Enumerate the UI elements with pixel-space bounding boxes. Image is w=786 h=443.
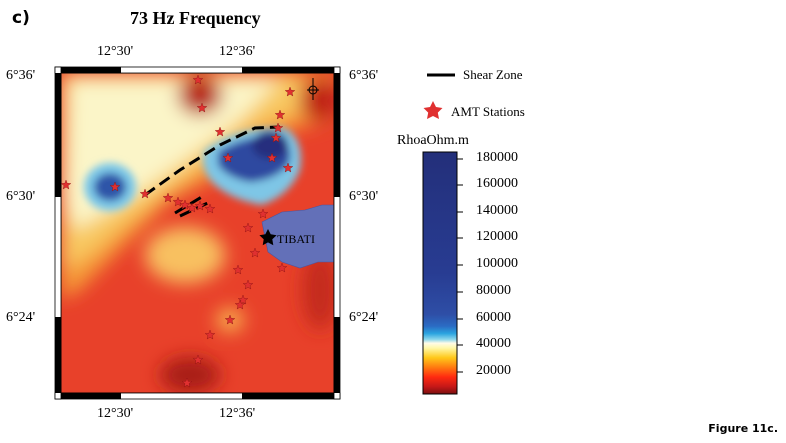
north-arrow-icon: [307, 78, 319, 100]
amt-station-star-icon: [222, 152, 234, 163]
top-longitude-label: 12°36': [219, 44, 256, 59]
map-area: [61, 73, 334, 393]
top-longitude-label: 12°30': [97, 44, 134, 59]
amt-station-star-icon: [192, 74, 204, 85]
amt-station-star-icon: [270, 132, 282, 143]
colorbar-label: 60000: [476, 310, 511, 325]
amt-station-star-icon: [162, 192, 174, 203]
amt-station-star-icon: [186, 202, 198, 213]
amt-station-star-icon: [237, 294, 249, 305]
shear-zone-legend-label: Shear Zone: [463, 67, 523, 82]
shear-zone-lines: [144, 125, 281, 218]
map-title: 73 Hz Frequency: [130, 8, 261, 28]
right-latitude-label: 6°30': [349, 189, 379, 204]
amt-station-star-icon: [284, 86, 296, 97]
amt-station-star-icon: [266, 152, 278, 163]
amt-station-star-icon: [109, 181, 121, 192]
amt-station-star-icon: [234, 299, 246, 310]
panel-label: c): [12, 8, 30, 28]
amt-station-star-icon: [60, 179, 72, 190]
tibati-star-icon: [259, 229, 277, 246]
amt-station-star-icon: [276, 262, 288, 273]
amt-station-star-icon: [282, 162, 294, 173]
colorbar-ticks: [457, 158, 463, 373]
graticule-bars: [54, 66, 341, 400]
amt-station-star-icon: [274, 109, 286, 120]
right-latitude-label: 6°36': [349, 68, 379, 83]
colorbar-label: 80000: [476, 283, 511, 298]
amt-station-star-icon: [204, 329, 216, 340]
colorbar-label: 140000: [476, 203, 518, 218]
amt-station-star-icon: [139, 188, 151, 199]
amt-station-star-icon: [272, 122, 284, 133]
amt-station-star-icon: [181, 377, 193, 388]
colorbar-label: 100000: [476, 256, 518, 271]
amt-stations: [60, 74, 296, 388]
colorbar-label: 180000: [476, 150, 518, 165]
left-latitude-label: 6°24': [6, 310, 36, 325]
tibati-label: TIBATI: [277, 232, 315, 246]
figure-caption: Figure 11c.: [708, 422, 778, 435]
amt-station-star-icon: [242, 222, 254, 233]
colorbar-title: RhoaOhm.m: [397, 133, 469, 148]
stations-legend-label: AMT Stations: [451, 104, 525, 119]
colorbar-label: 120000: [476, 229, 518, 244]
left-latitude-label: 6°36': [6, 68, 36, 83]
amt-station-star-icon: [196, 102, 208, 113]
colorbar-label: 160000: [476, 176, 518, 191]
amt-station-star-icon: [257, 208, 269, 219]
colorbar-label: 20000: [476, 363, 511, 378]
bottom-longitude-label: 12°30': [97, 406, 134, 421]
colorbar: [422, 151, 458, 395]
bottom-longitude-label: 12°36': [219, 406, 256, 421]
amt-station-star-icon: [192, 354, 204, 365]
amt-station-star-icon: [172, 196, 184, 207]
colorbar-label: 40000: [476, 336, 511, 351]
station-legend-star-icon: [423, 101, 443, 119]
amt-station-star-icon: [179, 199, 191, 210]
amt-station-star-icon: [224, 314, 236, 325]
amt-station-star-icon: [194, 200, 206, 211]
left-latitude-label: 6°30': [6, 189, 36, 204]
amt-station-star-icon: [242, 279, 254, 290]
amt-station-star-icon: [214, 126, 226, 137]
right-latitude-label: 6°24': [349, 310, 379, 325]
lake-shape: [261, 204, 334, 269]
amt-station-star-icon: [232, 264, 244, 275]
amt-station-star-icon: [204, 203, 216, 214]
amt-station-star-icon: [249, 247, 261, 258]
